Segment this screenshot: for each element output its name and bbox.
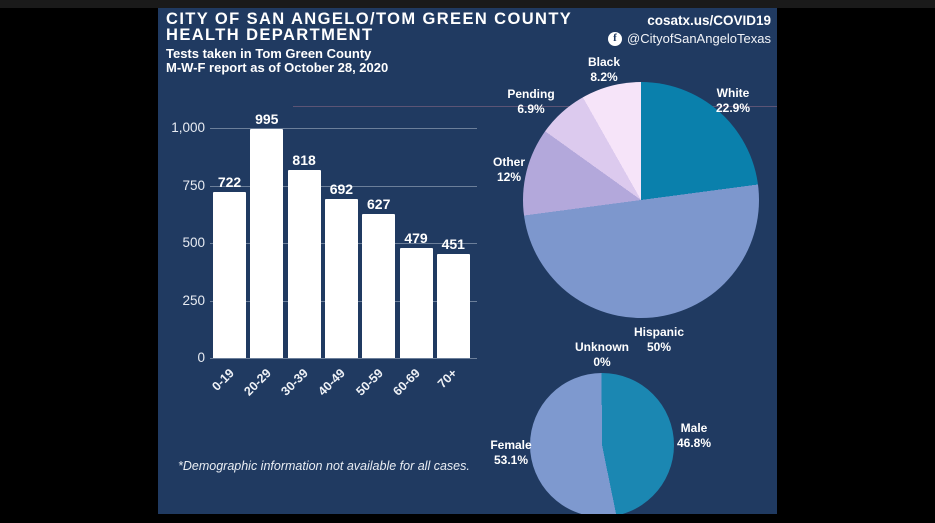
race-pie-label-other: Other 12% — [469, 155, 549, 185]
race-pie-label-black: Black 8.2% — [564, 55, 644, 85]
gender-pie-label-male: Male 46.8% — [654, 421, 734, 451]
gender-pie-chart — [530, 373, 674, 514]
y-axis-tick-label: 500 — [182, 235, 205, 250]
slice-label: White — [716, 86, 750, 100]
slice-percent: 0% — [593, 355, 611, 369]
gender-pie-label-unknown: Unknown 0% — [562, 340, 642, 370]
bar-value-label: 692 — [329, 180, 354, 197]
infographic-panel: CITY OF SAN ANGELO/TOM GREEN COUNTY HEAL… — [158, 8, 777, 514]
bar-70+ — [436, 254, 470, 358]
bar-value-label: 451 — [441, 236, 465, 253]
slice-percent: 22.9% — [715, 101, 751, 115]
letterbox-top-band — [0, 0, 935, 8]
race-pie-label-hispanic: Hispanic 50% — [619, 325, 699, 355]
y-gridline — [210, 358, 477, 359]
demographic-footnote: *Demographic information not available f… — [178, 459, 470, 473]
bar-value-label: 722 — [217, 173, 242, 190]
slice-percent: 6.9% — [517, 102, 545, 116]
section-divider-line — [293, 106, 777, 107]
y-gridline — [210, 128, 477, 129]
slice-percent: 46.8% — [676, 436, 712, 450]
chart-subtitle: Tests taken in Tom Green County M-W-F re… — [166, 47, 388, 75]
slice-percent: 53.1% — [493, 453, 529, 467]
facebook-handle: @CityofSanAngeloTexas — [627, 31, 771, 46]
slice-label: Hispanic — [633, 325, 684, 339]
race-pie-label-pending: Pending 6.9% — [491, 87, 571, 117]
bar-60-69 — [399, 247, 433, 358]
slice-percent: 12% — [496, 170, 522, 184]
gender-pie-label-female: Female 53.1% — [471, 438, 551, 468]
facebook-row: f @CityofSanAngeloTexas — [608, 31, 771, 46]
slice-label: Black — [587, 55, 621, 69]
subtitle-line-1: Tests taken in Tom Green County — [166, 46, 372, 61]
bar-40-49 — [324, 198, 358, 358]
title-line-1: CITY OF SAN ANGELO/TOM GREEN COUNTY — [166, 10, 573, 28]
y-axis-tick-label: 250 — [182, 292, 205, 308]
y-gridline — [210, 185, 477, 187]
bar-value-label: 627 — [367, 195, 391, 212]
subtitle-line-2: M-W-F report as of October 28, 2020 — [166, 60, 389, 75]
bar-30-39 — [287, 169, 321, 358]
y-axis-tick-label: 0 — [197, 350, 205, 365]
slice-label: Other — [492, 155, 525, 169]
website-url: cosatx.us/COVID19 — [647, 13, 771, 28]
facebook-icon: f — [608, 31, 622, 46]
bar-0-19 — [213, 191, 246, 358]
bar-50-59 — [362, 213, 396, 358]
bar-value-label: 479 — [404, 229, 428, 246]
race-ethnicity-pie-chart — [523, 82, 759, 318]
slice-label: Male — [680, 421, 708, 435]
race-pie-label-white: White 22.9% — [693, 86, 773, 116]
title-line-2: HEALTH DEPARTMENT — [166, 26, 374, 44]
bar-value-label: 818 — [292, 151, 316, 168]
slice-label: Unknown — [575, 340, 629, 354]
slice-label: Pending — [507, 87, 555, 101]
slice-percent: 50% — [646, 340, 672, 354]
y-axis-tick-label: 750 — [182, 177, 205, 193]
y-axis-tick-label: 1,000 — [171, 120, 205, 135]
page-title: CITY OF SAN ANGELO/TOM GREEN COUNTY HEAL… — [166, 10, 573, 44]
bar-value-label: 995 — [255, 111, 279, 128]
slice-label: Female — [490, 438, 532, 452]
slice-percent: 8.2% — [590, 70, 618, 84]
bar-20-29 — [250, 129, 284, 358]
